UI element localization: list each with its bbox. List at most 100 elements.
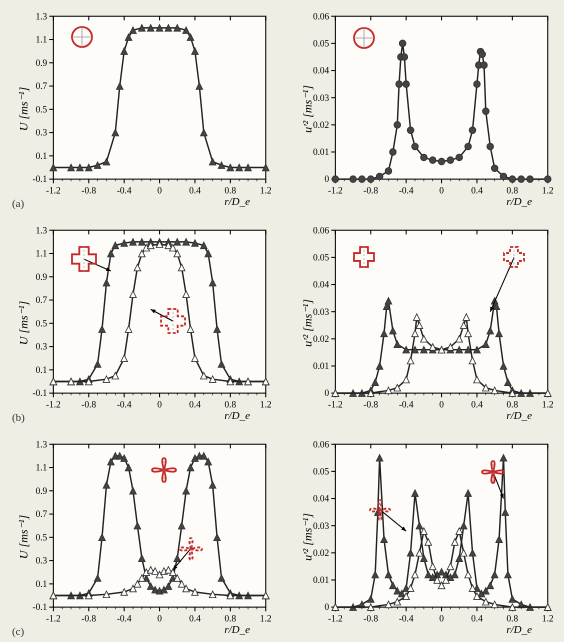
panel-c-left: -1.2-0.8-0.400.40.81.2-0.10.10.30.50.70.… bbox=[8, 436, 274, 638]
svg-text:0.7: 0.7 bbox=[36, 296, 48, 306]
svg-text:0.3: 0.3 bbox=[36, 129, 48, 139]
svg-text:0: 0 bbox=[439, 401, 444, 411]
svg-text:0.05: 0.05 bbox=[313, 254, 330, 264]
row-label: (b) bbox=[12, 412, 25, 424]
svg-text:-0.4: -0.4 bbox=[117, 187, 132, 197]
svg-text:0.4: 0.4 bbox=[471, 401, 483, 411]
svg-text:0.7: 0.7 bbox=[36, 510, 48, 520]
svg-text:0.02: 0.02 bbox=[313, 335, 330, 345]
svg-text:-1.2: -1.2 bbox=[328, 615, 343, 625]
svg-text:0: 0 bbox=[157, 187, 162, 197]
svg-text:0.01: 0.01 bbox=[313, 148, 330, 158]
svg-text:0.1: 0.1 bbox=[36, 580, 48, 590]
svg-text:1.1: 1.1 bbox=[36, 464, 48, 474]
svg-text:0: 0 bbox=[439, 187, 444, 197]
svg-text:0.8: 0.8 bbox=[225, 187, 237, 197]
svg-text:0.8: 0.8 bbox=[225, 615, 237, 625]
svg-text:0.4: 0.4 bbox=[471, 187, 483, 197]
svg-text:0: 0 bbox=[325, 603, 330, 613]
svg-text:0.5: 0.5 bbox=[36, 105, 48, 115]
svg-text:1.2: 1.2 bbox=[542, 401, 554, 411]
svg-text:-1.2: -1.2 bbox=[46, 401, 61, 411]
y-axis-label: u'² [ms⁻¹] bbox=[300, 85, 315, 133]
x-axis-label: r/D_e bbox=[224, 410, 250, 422]
row-label: (c) bbox=[12, 626, 24, 638]
svg-text:-0.8: -0.8 bbox=[363, 615, 378, 625]
svg-text:0.5: 0.5 bbox=[36, 319, 48, 329]
svg-text:0.4: 0.4 bbox=[189, 187, 201, 197]
svg-text:1.2: 1.2 bbox=[260, 401, 272, 411]
svg-text:0.04: 0.04 bbox=[313, 67, 330, 77]
svg-text:-0.8: -0.8 bbox=[363, 187, 378, 197]
svg-text:1.2: 1.2 bbox=[542, 187, 554, 197]
y-axis-label: u'² [ms⁻¹] bbox=[300, 513, 315, 561]
svg-text:0.02: 0.02 bbox=[313, 549, 330, 559]
svg-text:0: 0 bbox=[325, 175, 330, 185]
svg-text:1.3: 1.3 bbox=[36, 440, 48, 450]
svg-text:0.4: 0.4 bbox=[471, 615, 483, 625]
svg-text:-0.1: -0.1 bbox=[33, 389, 48, 399]
svg-text:-0.8: -0.8 bbox=[81, 187, 96, 197]
svg-text:-0.8: -0.8 bbox=[363, 401, 378, 411]
y-axis-label: U [ms⁻¹] bbox=[17, 87, 32, 131]
svg-text:0.8: 0.8 bbox=[507, 187, 519, 197]
y-axis-label: u'² [ms⁻¹] bbox=[300, 299, 315, 347]
panel-a-right: -1.2 -0.8 -0.4 0 0.4 0.8 1.2 0 0.01 0.02 0.03 0.04 0… bbox=[290, 8, 556, 210]
svg-text:0.06: 0.06 bbox=[313, 12, 330, 22]
row-label: (a) bbox=[12, 198, 24, 210]
panel-b-right: -1.2-0.8-0.400.40.81.200.010.020.030.040… bbox=[290, 222, 556, 424]
svg-text:-0.4: -0.4 bbox=[117, 401, 132, 411]
x-axis-label: r/D_e bbox=[224, 196, 250, 208]
svg-text:0.05: 0.05 bbox=[313, 39, 330, 49]
svg-text:-0.8: -0.8 bbox=[81, 401, 96, 411]
panel-c-right: -1.2-0.8-0.400.40.81.200.010.020.030.040… bbox=[290, 436, 556, 638]
svg-text:1.2: 1.2 bbox=[542, 615, 554, 625]
svg-text:0.01: 0.01 bbox=[313, 362, 330, 372]
svg-text:0.8: 0.8 bbox=[507, 615, 519, 625]
svg-text:0.8: 0.8 bbox=[507, 401, 519, 411]
svg-text:-0.1: -0.1 bbox=[33, 603, 48, 613]
svg-text:0.4: 0.4 bbox=[189, 401, 201, 411]
x-axis-label: r/D_e bbox=[224, 624, 250, 636]
svg-text:-1.2: -1.2 bbox=[328, 187, 343, 197]
svg-text:0.06: 0.06 bbox=[313, 440, 330, 450]
svg-text:0.04: 0.04 bbox=[313, 495, 330, 505]
svg-text:0.03: 0.03 bbox=[313, 522, 330, 532]
x-axis-label: r/D_e bbox=[506, 196, 532, 208]
svg-text:1.2: 1.2 bbox=[260, 187, 272, 197]
svg-text:0.1: 0.1 bbox=[36, 152, 48, 162]
y-axis-label: U [ms⁻¹] bbox=[17, 515, 32, 559]
svg-text:0.9: 0.9 bbox=[36, 487, 48, 497]
svg-text:-0.8: -0.8 bbox=[81, 615, 96, 625]
y-axis-label: U [ms⁻¹] bbox=[17, 301, 32, 345]
svg-text:0.06: 0.06 bbox=[313, 226, 330, 236]
panel-a-left: -1.2-0.8-0.400.40.81.2-0.10.10.30.50.70.… bbox=[8, 8, 274, 210]
panel-b-left: -1.2-0.8-0.400.40.81.2-0.10.10.30.50.70.… bbox=[8, 222, 274, 424]
svg-text:0.02: 0.02 bbox=[313, 121, 330, 131]
svg-text:-1.2: -1.2 bbox=[328, 401, 343, 411]
svg-text:0.8: 0.8 bbox=[225, 401, 237, 411]
svg-text:-0.4: -0.4 bbox=[399, 187, 414, 197]
svg-text:0.9: 0.9 bbox=[36, 273, 48, 283]
svg-text:0.04: 0.04 bbox=[313, 281, 330, 291]
svg-text:0.3: 0.3 bbox=[36, 343, 48, 353]
svg-text:-0.4: -0.4 bbox=[399, 401, 414, 411]
svg-text:0: 0 bbox=[157, 615, 162, 625]
svg-text:0.03: 0.03 bbox=[313, 94, 330, 104]
svg-text:0: 0 bbox=[325, 389, 330, 399]
svg-text:1.3: 1.3 bbox=[36, 12, 48, 22]
svg-text:-1.2: -1.2 bbox=[46, 615, 61, 625]
svg-text:0.05: 0.05 bbox=[313, 468, 330, 478]
svg-text:-0.4: -0.4 bbox=[117, 615, 132, 625]
svg-text:0.7: 0.7 bbox=[36, 82, 48, 92]
svg-text:0.3: 0.3 bbox=[36, 557, 48, 567]
x-axis-label: r/D_e bbox=[506, 410, 532, 422]
x-axis-label: r/D_e bbox=[506, 624, 532, 636]
svg-text:-0.1: -0.1 bbox=[33, 175, 48, 185]
svg-text:1.3: 1.3 bbox=[36, 226, 48, 236]
svg-text:1.1: 1.1 bbox=[36, 250, 48, 260]
svg-text:-0.4: -0.4 bbox=[399, 615, 414, 625]
svg-text:1.1: 1.1 bbox=[36, 36, 48, 46]
svg-text:-1.2: -1.2 bbox=[46, 187, 61, 197]
svg-text:0.01: 0.01 bbox=[313, 576, 330, 586]
